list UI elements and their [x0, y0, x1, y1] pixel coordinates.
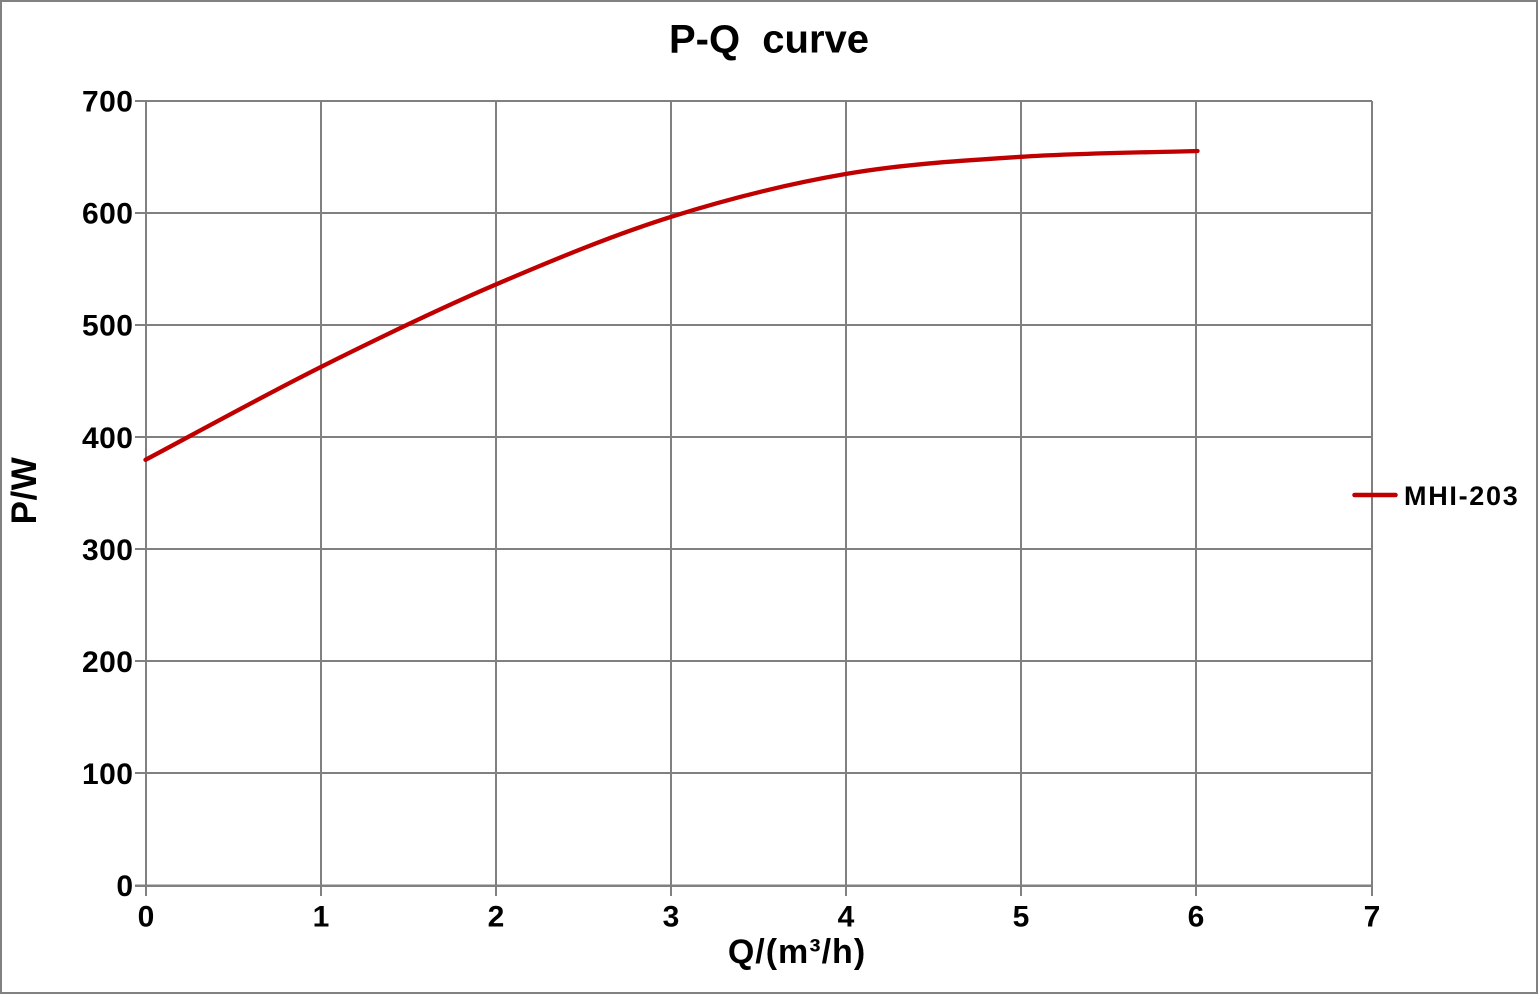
svg-text:5: 5: [1013, 901, 1030, 934]
svg-text:Q/(m³/h): Q/(m³/h): [728, 933, 866, 971]
svg-text:3: 3: [663, 901, 680, 934]
svg-text:P/W: P/W: [5, 457, 44, 525]
svg-text:600: 600: [82, 198, 134, 231]
svg-text:P-Q curve: P-Q curve: [669, 17, 869, 61]
svg-text:0: 0: [116, 870, 133, 903]
svg-text:1: 1: [313, 901, 330, 934]
svg-text:0: 0: [138, 901, 155, 934]
svg-text:200: 200: [82, 646, 134, 679]
svg-text:7: 7: [1364, 901, 1381, 934]
svg-text:2: 2: [488, 901, 505, 934]
svg-text:500: 500: [82, 310, 134, 343]
svg-text:6: 6: [1188, 901, 1205, 934]
svg-text:700: 700: [82, 86, 134, 119]
svg-text:400: 400: [82, 422, 134, 455]
svg-text:100: 100: [82, 758, 134, 791]
svg-text:4: 4: [838, 901, 855, 934]
svg-text:300: 300: [82, 534, 134, 567]
svg-text:MHI-203: MHI-203: [1404, 481, 1519, 511]
